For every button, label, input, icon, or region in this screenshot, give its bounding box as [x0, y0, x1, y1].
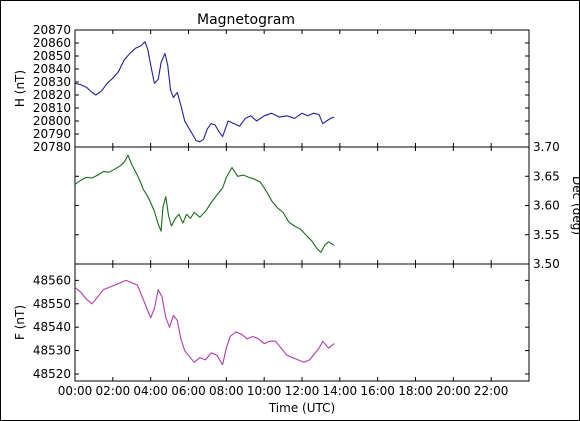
series-line-2-1 — [75, 155, 334, 252]
x-tick-label: 14:00 — [323, 384, 358, 398]
y-tick-label: 48560 — [33, 273, 71, 287]
series-line-1-1 — [75, 42, 334, 142]
x-tick-label: 20:00 — [436, 384, 471, 398]
x-tick-label: 22:00 — [474, 384, 509, 398]
x-tick-label: 12:00 — [285, 384, 320, 398]
panel-2-frame — [75, 147, 529, 264]
y-axis-title-1: H (nT) — [13, 70, 27, 107]
x-axis-title: Time (UTC) — [268, 401, 335, 415]
y-tick-label: 48550 — [33, 297, 71, 311]
y-tick-label: 48540 — [33, 320, 71, 334]
y-tick-label: 3.65 — [533, 169, 560, 183]
chart-title: Magnetogram — [197, 12, 295, 28]
y-tick-label: 20830 — [33, 75, 71, 89]
y-tick-label: 20860 — [33, 36, 71, 50]
panel-1-frame — [75, 30, 529, 147]
y-tick-label: 20800 — [33, 114, 71, 128]
y-tick-label: 20840 — [33, 62, 71, 76]
y-tick-label: 20780 — [33, 140, 71, 154]
chart-panels: 2078020790208002081020820208302084020850… — [13, 23, 580, 398]
x-tick-label: 08:00 — [209, 384, 244, 398]
x-tick-label: 04:00 — [133, 384, 168, 398]
panel-1: 2078020790208002081020820208302084020850… — [13, 23, 529, 154]
y-tick-label: 3.50 — [533, 257, 560, 271]
x-tick-label: 18:00 — [398, 384, 433, 398]
panel-3: 48520 48530 48540 48550 48560 F (nT) — [13, 264, 529, 381]
x-tick-label: 06:00 — [171, 384, 206, 398]
y-tick-label: 20820 — [33, 88, 71, 102]
series-line-3-1 — [75, 280, 334, 364]
x-tick-label: 10:00 — [247, 384, 282, 398]
y-tick-label: 3.70 — [533, 140, 560, 154]
y-tick-label: 3.55 — [533, 228, 560, 242]
y-axis-title-2: Dec (deg) — [570, 176, 580, 235]
y-tick-label: 48530 — [33, 344, 71, 358]
y-tick-label: 48520 — [33, 367, 71, 381]
y-tick-label: 20850 — [33, 49, 71, 63]
y-axis-title-3: F (nT) — [13, 305, 27, 340]
panel-2: 3.50 3.55 3.60 3.65 3.70 Dec (deg) — [75, 140, 580, 271]
panel-3-frame — [75, 264, 529, 381]
y-tick-label: 20790 — [33, 127, 71, 141]
y-tick-label: 20810 — [33, 101, 71, 115]
y-tick-label: 20870 — [33, 23, 71, 37]
x-tick-label: 16:00 — [360, 384, 395, 398]
x-tick-label: 00:00 — [58, 384, 93, 398]
y-tick-label: 3.60 — [533, 199, 560, 213]
x-tick-label: 02:00 — [96, 384, 131, 398]
